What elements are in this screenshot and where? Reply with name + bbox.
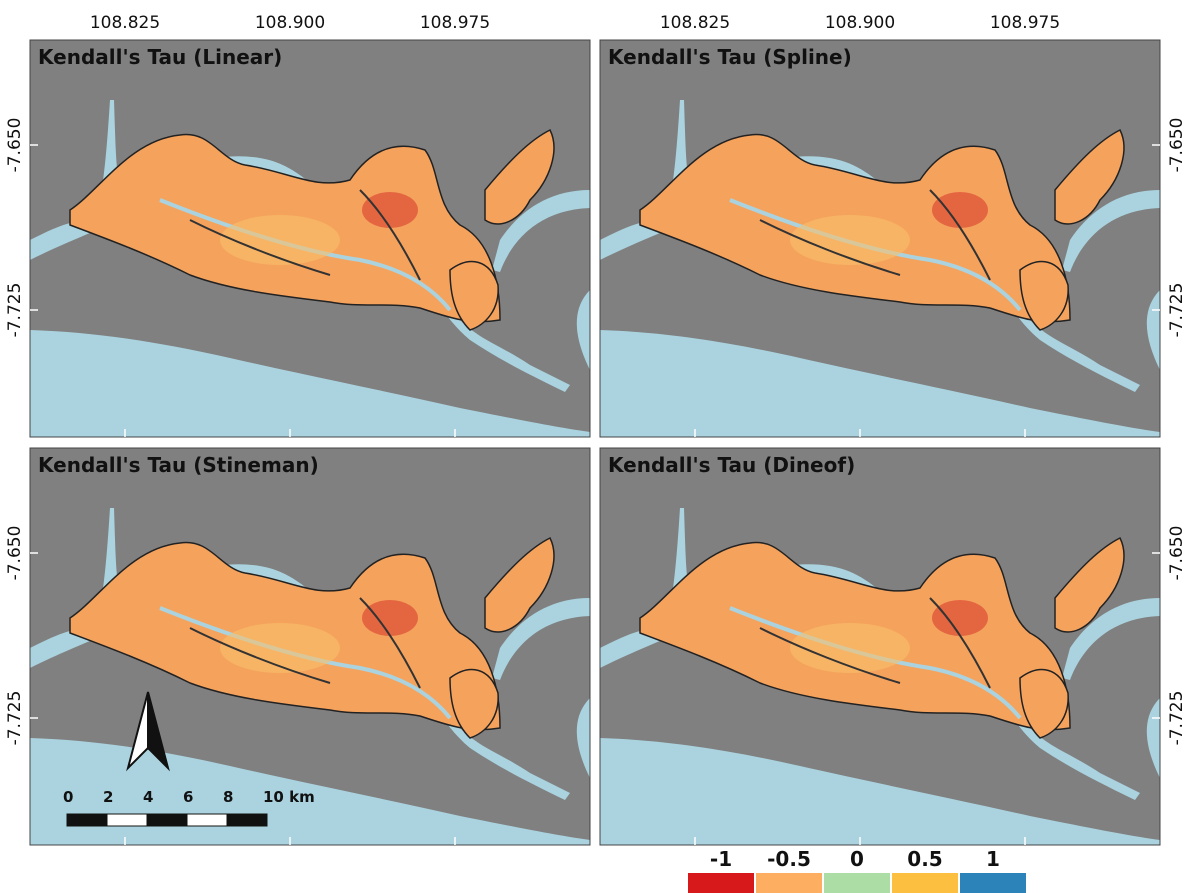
legend-swatch bbox=[960, 873, 1026, 893]
scale-label: 8 bbox=[223, 788, 233, 806]
lat-label: -7.650 bbox=[1167, 118, 1184, 173]
map-image bbox=[30, 448, 590, 845]
map-panel: Kendall's Tau (Stineman) -7.650 -7.725 bbox=[5, 448, 590, 845]
scale-label: 10 km bbox=[263, 788, 315, 806]
scale-segment bbox=[227, 814, 267, 826]
legend-label: -0.5 bbox=[767, 847, 811, 871]
lon-label: 108.975 bbox=[420, 13, 490, 33]
legend-label: -1 bbox=[710, 847, 732, 871]
legend: -1 -0.5 0 0.5 1 bbox=[688, 847, 1026, 893]
lat-label: -7.725 bbox=[1167, 283, 1184, 338]
legend-swatch bbox=[688, 873, 754, 893]
legend-label: 1 bbox=[986, 847, 1000, 871]
map-panel: Kendall's Tau (Linear) 108.825 108.900 108.… bbox=[5, 13, 590, 437]
lat-label: -7.725 bbox=[5, 691, 25, 746]
map-image bbox=[30, 40, 590, 437]
scale-label: 6 bbox=[183, 788, 193, 806]
lat-label: -7.725 bbox=[5, 283, 25, 338]
map-image bbox=[600, 448, 1160, 845]
lon-label: 108.825 bbox=[90, 13, 160, 33]
lat-label: -7.650 bbox=[1167, 526, 1184, 581]
map-image bbox=[600, 40, 1160, 437]
lat-label: -7.650 bbox=[5, 526, 25, 581]
scale-segment bbox=[107, 814, 147, 826]
lat-label: -7.650 bbox=[5, 118, 25, 173]
map-panel: Kendall's Tau (Spline) 108.825 108.900 108.… bbox=[600, 13, 1184, 437]
lon-label: 108.825 bbox=[660, 13, 730, 33]
map-panel: Kendall's Tau (Dineof) -7.650 -7.725 bbox=[600, 448, 1184, 845]
panel-title: Kendall's Tau (Stineman) bbox=[38, 453, 319, 477]
panel-title: Kendall's Tau (Dineof) bbox=[608, 453, 855, 477]
legend-label: 0 bbox=[850, 847, 864, 871]
lat-label: -7.725 bbox=[1167, 691, 1184, 746]
scale-label: 0 bbox=[63, 788, 73, 806]
legend-label: 0.5 bbox=[907, 847, 942, 871]
lon-label: 108.975 bbox=[990, 13, 1060, 33]
scale-label: 4 bbox=[143, 788, 153, 806]
lon-label: 108.900 bbox=[255, 13, 325, 33]
figure: Kendall's Tau (Linear) 108.825 108.900 108.… bbox=[0, 0, 1184, 893]
panel-title: Kendall's Tau (Linear) bbox=[38, 45, 282, 69]
panels: Kendall's Tau (Linear) 108.825 108.900 108.… bbox=[5, 13, 1184, 845]
panel-title: Kendall's Tau (Spline) bbox=[608, 45, 852, 69]
legend-swatch bbox=[756, 873, 822, 893]
legend-swatch bbox=[892, 873, 958, 893]
scale-segment bbox=[187, 814, 227, 826]
scale-segment bbox=[67, 814, 107, 826]
legend-swatch bbox=[824, 873, 890, 893]
scale-label: 2 bbox=[103, 788, 113, 806]
lon-label: 108.900 bbox=[825, 13, 895, 33]
scale-segment bbox=[147, 814, 187, 826]
